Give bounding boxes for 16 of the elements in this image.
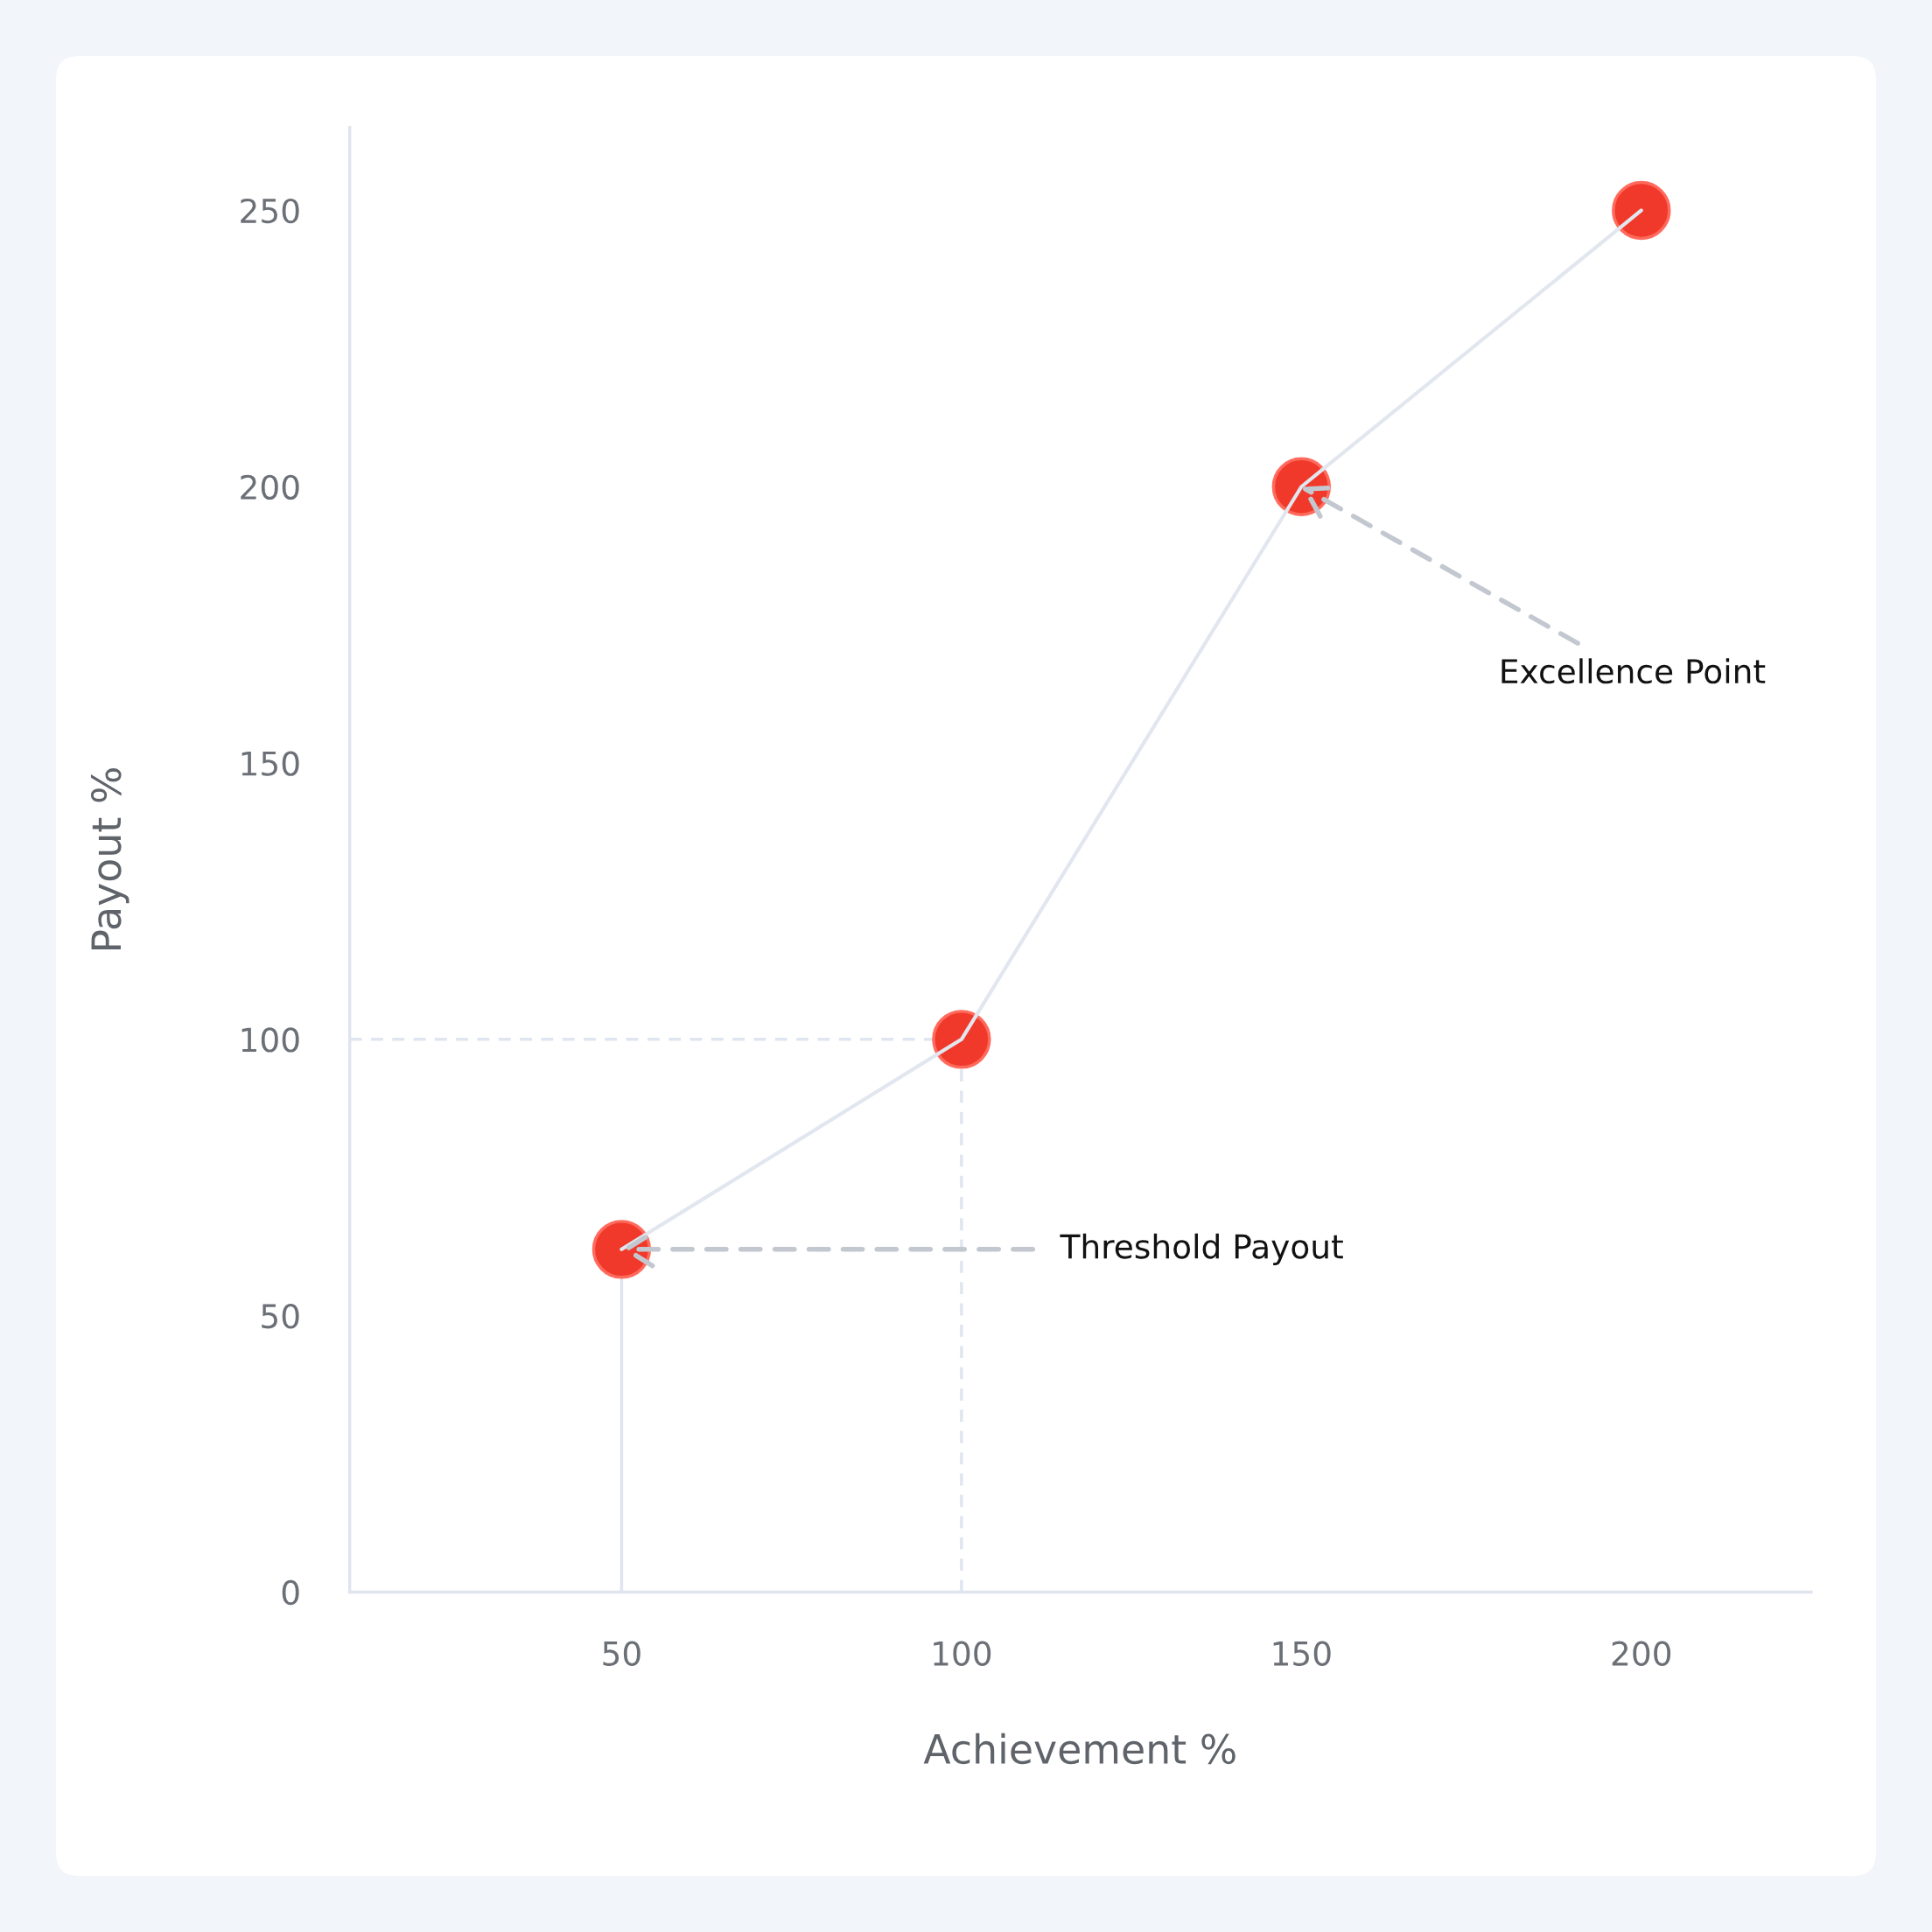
y-tick-label: 150 [242,751,299,776]
y-tick-label: 0 [282,1579,299,1606]
x-tick-label: 50 [603,1641,640,1666]
y-tick-label: 100 [242,1027,299,1053]
x-tick-label: 100 [934,1641,991,1666]
point [932,1010,991,1069]
point [1612,180,1671,241]
x-tick-label: 150 [1273,1641,1331,1666]
y-tick-label: 200 [241,474,299,500]
y-tick-label: 50 [262,1304,299,1329]
x-axis-title: Achievement % [923,1732,1236,1765]
y-tick-label: 250 [241,198,299,224]
annotation: Excellence Point [1502,658,1766,684]
x-tick-label: 200 [1612,1641,1671,1666]
annotation: Threshold Payout [1060,1233,1343,1265]
y-axis-title: Payout % [90,768,130,950]
